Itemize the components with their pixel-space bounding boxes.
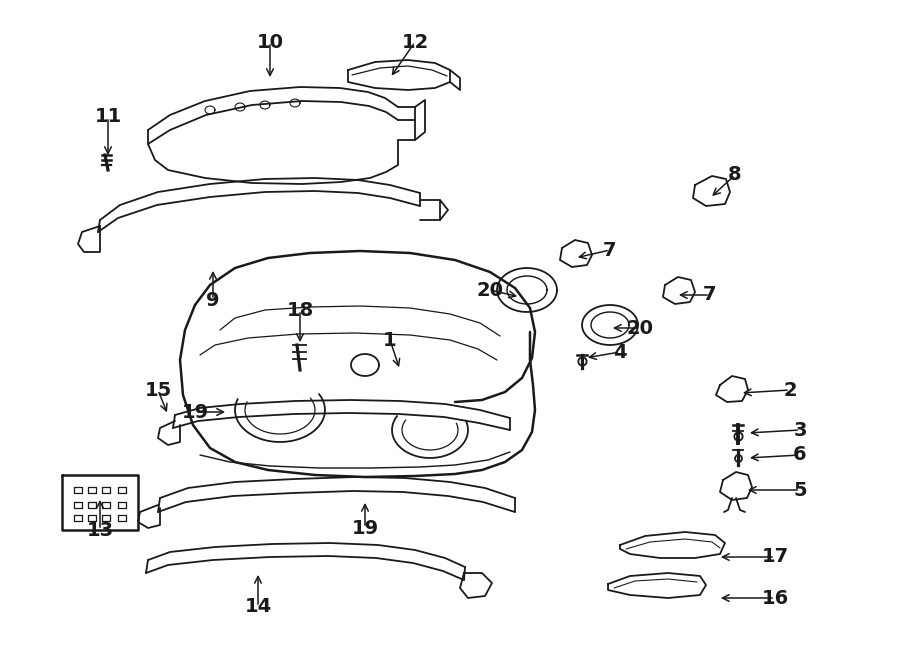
Text: 3: 3 xyxy=(793,420,806,440)
Text: 4: 4 xyxy=(613,342,626,362)
Text: 18: 18 xyxy=(286,301,313,319)
Text: 12: 12 xyxy=(401,32,428,52)
Text: 2: 2 xyxy=(783,381,796,399)
Text: 19: 19 xyxy=(182,403,209,422)
Text: 14: 14 xyxy=(245,598,272,617)
Text: 5: 5 xyxy=(793,481,806,500)
Text: 15: 15 xyxy=(144,381,172,399)
Text: 8: 8 xyxy=(728,165,742,184)
Text: 17: 17 xyxy=(761,547,788,566)
Text: 9: 9 xyxy=(206,290,220,309)
Text: 19: 19 xyxy=(351,518,379,537)
Text: 6: 6 xyxy=(793,446,806,465)
Text: 11: 11 xyxy=(94,108,122,126)
Text: 1: 1 xyxy=(383,330,397,350)
Text: 20: 20 xyxy=(476,280,503,299)
Text: 13: 13 xyxy=(86,520,113,539)
Text: 7: 7 xyxy=(603,241,616,260)
Text: 16: 16 xyxy=(761,588,788,607)
Text: 20: 20 xyxy=(626,319,653,338)
Text: 7: 7 xyxy=(703,286,716,305)
Text: 10: 10 xyxy=(256,32,284,52)
